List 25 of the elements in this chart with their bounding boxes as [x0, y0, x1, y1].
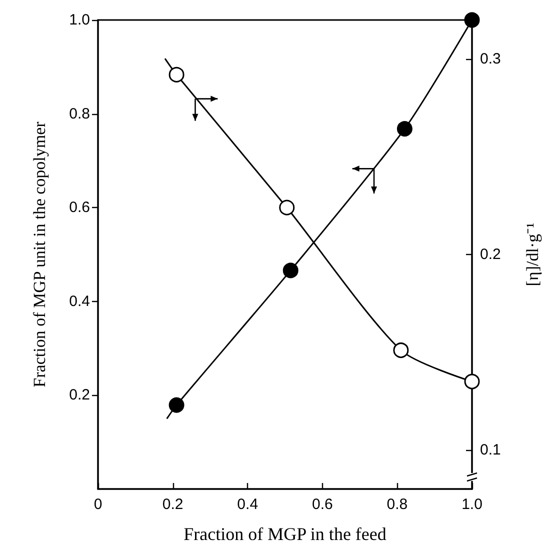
point [464, 12, 480, 28]
point [282, 262, 298, 278]
y-tick-label: 1.0 [69, 12, 90, 28]
x-tick-label: 0.8 [386, 496, 408, 513]
x-tick-label: 0.2 [162, 496, 184, 513]
x-tick-label: 0 [94, 496, 102, 513]
point [396, 121, 412, 137]
point [168, 397, 184, 413]
y-tick-label: 0.4 [69, 292, 90, 310]
y2-tick-label: 0.1 [480, 441, 501, 458]
y-tick-label: 0.6 [69, 199, 90, 216]
y-tick-label: 0.8 [69, 105, 90, 122]
y2-tick-label: 0.2 [480, 246, 501, 263]
y2-tick-label: 0.3 [480, 50, 501, 68]
y2-axis-title: [η]/dl·g⁻¹ [523, 222, 542, 286]
point [393, 342, 409, 358]
point [464, 374, 480, 390]
x-axis-title: Fraction of MGP in the feed [184, 524, 386, 544]
y-axis-title: Fraction of MGP unit in the copolymer [30, 121, 49, 388]
x-tick-label: 0.6 [312, 496, 333, 513]
y-tick-label: 0.2 [69, 386, 90, 404]
x-tick-label: 0.4 [237, 496, 258, 513]
point [279, 200, 295, 216]
x-tick-label: 1.0 [462, 496, 482, 513]
point [168, 66, 184, 82]
